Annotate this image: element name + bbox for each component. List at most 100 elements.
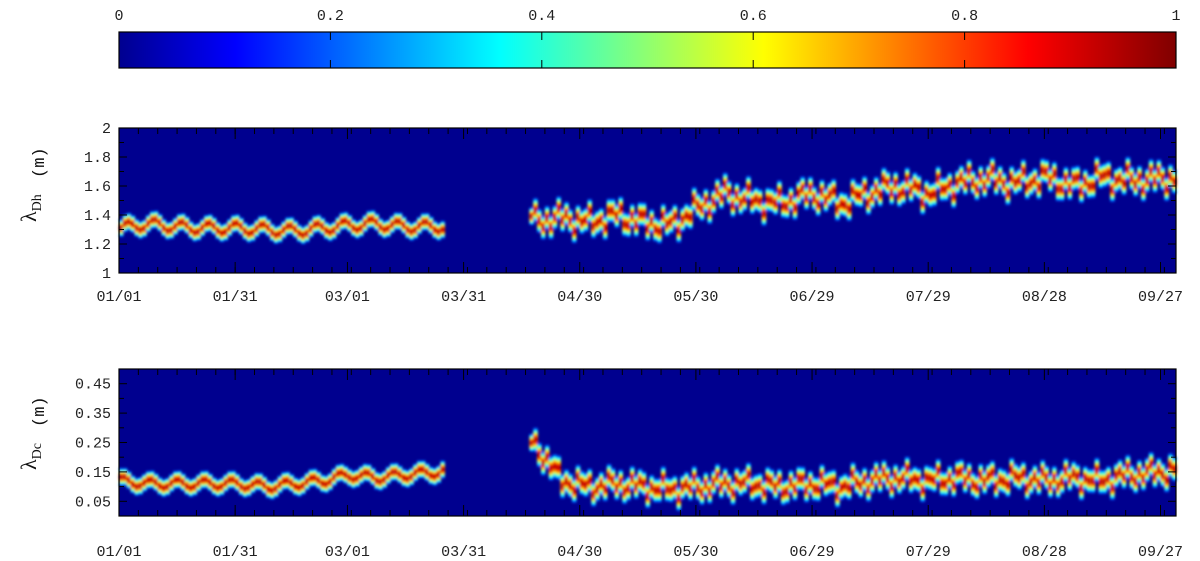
heatmap-cell (1145, 177, 1150, 184)
heatmap-cell (1090, 183, 1096, 189)
heatmap-cell (664, 486, 670, 493)
heatmap-cell (169, 481, 174, 486)
heatmap-cell (676, 228, 682, 234)
x-tick-label: 05/30 (673, 544, 718, 561)
heatmap-cell (1094, 467, 1100, 473)
heatmap-cell (1145, 467, 1150, 473)
heatmap-cell (614, 213, 620, 219)
heatmap-cell (1001, 181, 1007, 187)
heatmap-cell (773, 484, 778, 490)
heatmap-cell (173, 477, 178, 482)
heatmap-cell (684, 212, 689, 219)
heatmap-cell (548, 224, 554, 230)
heatmap-cell (285, 224, 290, 229)
heatmap-cell (719, 194, 724, 200)
heatmap-cell (645, 493, 651, 499)
heatmap-cell (812, 195, 817, 201)
heatmap-cell (591, 491, 596, 498)
heatmap-cell (792, 485, 798, 492)
heatmap-cell (990, 166, 995, 172)
heatmap-cell (281, 227, 287, 232)
heatmap-cell (742, 196, 747, 202)
heatmap-cell (304, 479, 310, 484)
heatmap-cell (966, 472, 972, 478)
heatmap-cell (672, 213, 678, 219)
heatmap-cell (1121, 474, 1127, 480)
heatmap-cell (537, 452, 542, 458)
heatmap-cell (568, 218, 573, 224)
axes: 01/01 01/31 03/01 03/31 04/30 05/30 06/29 07/29… (75, 369, 1183, 561)
heatmap-cell (320, 481, 325, 486)
heatmap-cell (695, 202, 701, 208)
heatmap-cell (359, 473, 364, 477)
heatmap-cell (1067, 185, 1073, 191)
heatmap-cell (149, 218, 155, 222)
heatmap-cell (250, 482, 256, 487)
heatmap-cell (935, 175, 941, 181)
heatmap-cell (235, 480, 240, 485)
heatmap-cell (564, 478, 569, 485)
heatmap-cell (126, 478, 132, 483)
colorbar-tick-label: 0.6 (740, 8, 767, 25)
heatmap-cell (978, 472, 984, 479)
heatmap-cell (1086, 183, 1092, 190)
heatmap-marks (119, 427, 1177, 511)
heatmap-cell (552, 463, 558, 470)
heatmap-cell (711, 199, 716, 205)
heatmap-cell (808, 480, 813, 486)
heatmap-cell (994, 483, 999, 489)
heatmap-cell (262, 222, 267, 227)
heatmap-cell (1152, 178, 1158, 184)
heatmap-cell (1137, 174, 1142, 181)
heatmap-cell (606, 473, 612, 479)
heatmap-cell (219, 231, 225, 236)
heatmap-cell (1040, 167, 1045, 174)
heatmap-cell (1001, 478, 1007, 485)
heatmap-cell (242, 486, 248, 491)
heatmap-cell (1075, 175, 1080, 181)
heatmap-cell (436, 229, 441, 234)
x-tick-label: 07/29 (906, 544, 951, 561)
heatmap-cell (386, 226, 391, 231)
y-tick-label: 1 (102, 266, 111, 283)
heatmap-cell (800, 185, 805, 192)
heatmap-cell (1013, 180, 1018, 186)
colorbar: 0 0.2 0.4 0.6 0.8 1 (114, 8, 1181, 69)
heatmap-cell (544, 215, 550, 221)
colorbar-tick-label: 0.8 (951, 8, 978, 25)
heatmap-cell (146, 221, 151, 226)
ylabel-main: λ (16, 459, 41, 470)
heatmap-cell (854, 479, 860, 485)
heatmap-cell (843, 482, 848, 489)
heatmap-cell (1013, 472, 1018, 479)
heatmap-cell (572, 228, 577, 234)
heatmap-cell (297, 231, 302, 236)
heatmap-cell (707, 489, 712, 495)
heatmap-cell (870, 194, 875, 200)
x-tick-label: 01/01 (96, 289, 141, 306)
heatmap-cell (1098, 479, 1104, 485)
heatmap-cell (386, 473, 391, 478)
heatmap-cell (742, 479, 747, 485)
heatmap-cell (935, 468, 941, 474)
heatmap-cell (138, 483, 143, 488)
heatmap-cell (277, 231, 283, 236)
heatmap-cell (533, 437, 538, 443)
heatmap-cell (1017, 177, 1022, 183)
heatmap-cell (417, 467, 422, 472)
heatmap-cell (1079, 485, 1084, 492)
heatmap-cell (730, 490, 736, 496)
heatmap-cell (142, 480, 147, 485)
heatmap-cell (738, 200, 743, 206)
heatmap-cell (796, 475, 802, 482)
heatmap-cell (595, 220, 600, 226)
heatmap-cell (1055, 186, 1061, 192)
heatmap-cell (312, 222, 318, 227)
heatmap-cell (854, 192, 860, 198)
heatmap-cell (351, 477, 356, 482)
heatmap-cell (211, 484, 217, 489)
heatmap-cell (831, 478, 836, 485)
heatmap-cell (862, 476, 867, 483)
heatmap-cell (630, 213, 635, 219)
heatmap-cell (835, 206, 840, 212)
